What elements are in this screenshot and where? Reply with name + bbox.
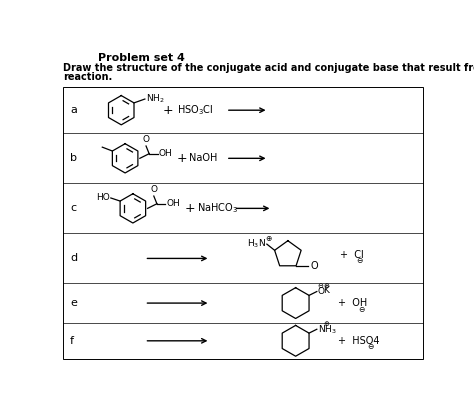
Text: ⊕: ⊕	[323, 283, 329, 289]
Bar	[63, 87, 423, 359]
Text: Problem set 4: Problem set 4	[98, 53, 185, 63]
Text: O: O	[143, 135, 150, 144]
Text: ⊕: ⊕	[265, 234, 272, 243]
Text: ⊖: ⊖	[356, 256, 363, 265]
Text: c: c	[70, 203, 76, 213]
Text: OH: OH	[166, 199, 180, 208]
Text: d: d	[70, 254, 77, 263]
Text: ⊖: ⊖	[318, 283, 324, 289]
Text: Draw the structure of the conjugate acid and conjugate base that result from eac: Draw the structure of the conjugate acid…	[63, 63, 474, 73]
Text: reaction.: reaction.	[63, 72, 112, 82]
Text: e: e	[70, 298, 77, 308]
Text: NH$_2$: NH$_2$	[146, 93, 164, 105]
Text: b: b	[70, 153, 77, 163]
Text: OH: OH	[158, 149, 172, 158]
Text: +  Cl: + Cl	[340, 249, 364, 260]
Text: O: O	[318, 287, 325, 296]
Text: a: a	[70, 105, 77, 115]
Text: +: +	[184, 202, 195, 215]
Text: ⊖: ⊖	[358, 305, 365, 314]
Text: O: O	[150, 185, 157, 194]
Text: NH$_3$: NH$_3$	[318, 323, 336, 335]
Text: HO: HO	[96, 194, 110, 202]
Text: f: f	[70, 336, 74, 346]
Text: H$_3$N: H$_3$N	[247, 238, 266, 250]
Text: ⊕: ⊕	[323, 321, 329, 327]
Text: +: +	[163, 104, 173, 117]
Text: +: +	[176, 152, 187, 165]
Text: K: K	[323, 286, 329, 295]
Text: NaHCO$_3$: NaHCO$_3$	[197, 201, 238, 215]
Text: +  OH: + OH	[338, 298, 367, 308]
Text: O: O	[310, 261, 318, 271]
Text: HSO$_3$Cl: HSO$_3$Cl	[177, 103, 214, 117]
Text: ⊖: ⊖	[368, 343, 374, 352]
Text: NaOH: NaOH	[190, 153, 218, 163]
Text: +  HSO4: + HSO4	[338, 336, 380, 346]
